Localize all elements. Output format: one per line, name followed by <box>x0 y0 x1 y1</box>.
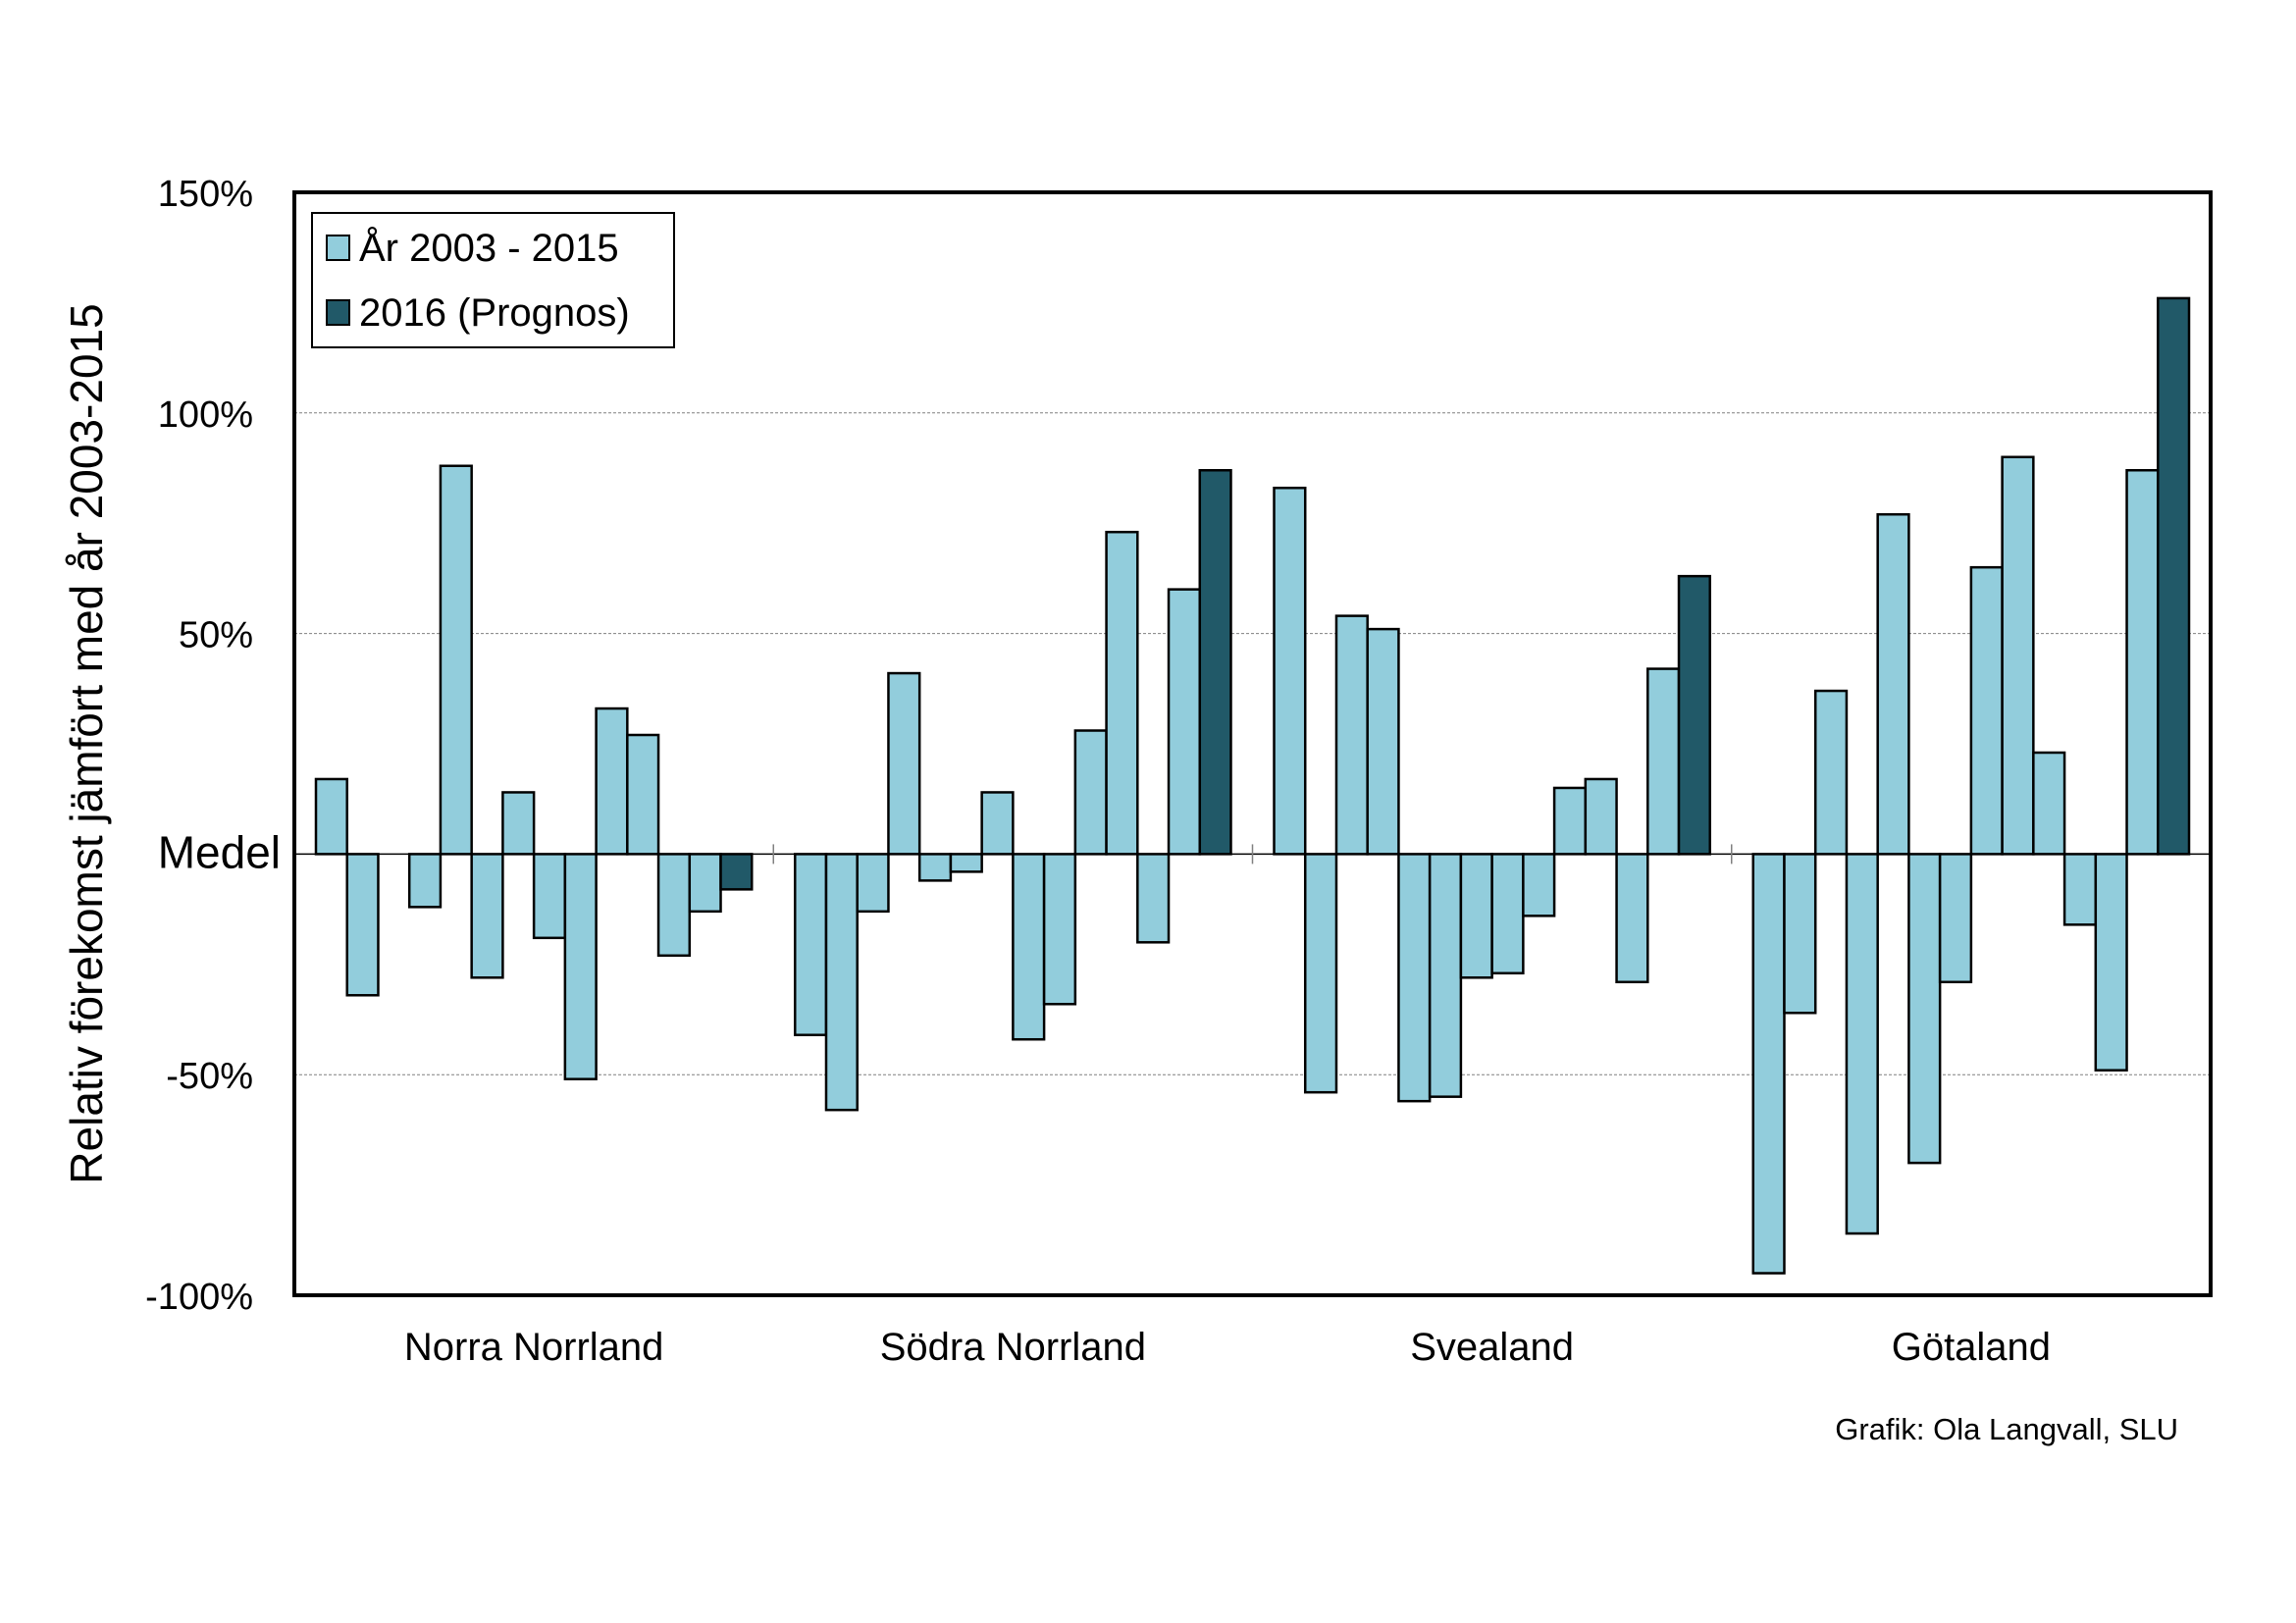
bar-historical <box>2001 455 2035 856</box>
bar-historical <box>626 733 660 856</box>
bar-historical <box>1969 565 2004 856</box>
x-category-label: Götaland <box>1892 1326 2051 1369</box>
x-category-label: Södra Norrland <box>880 1326 1146 1369</box>
bar-forecast <box>1198 468 1232 856</box>
bar-historical <box>563 853 598 1080</box>
bar-historical <box>887 671 921 856</box>
bar-historical <box>595 707 629 856</box>
legend-label-historical: År 2003 - 2015 <box>359 226 619 270</box>
bar-historical <box>1522 853 1556 917</box>
credit-text: Grafik: Ola Langvall, SLU <box>1835 1412 2178 1446</box>
bar-historical <box>2125 468 2160 856</box>
legend-label-forecast: 2016 (Prognos) <box>359 291 630 335</box>
bar-historical <box>2094 853 2128 1072</box>
bar-historical <box>2032 751 2066 856</box>
bar-historical <box>1334 614 1369 856</box>
bar-historical <box>824 853 859 1112</box>
bar-historical <box>949 853 983 873</box>
bar-historical <box>1490 853 1525 975</box>
bar-historical <box>1105 530 1139 856</box>
bar-historical <box>1938 853 1973 984</box>
bar-historical <box>1397 853 1432 1103</box>
plot-frame <box>292 190 2213 1297</box>
bar-historical <box>656 853 692 958</box>
bar-historical <box>1845 853 1879 1235</box>
bar-historical <box>688 853 722 914</box>
y-tick-label: Medel <box>158 826 281 877</box>
y-tick-label: -50% <box>166 1056 253 1097</box>
bar-historical <box>1584 777 1618 856</box>
legend-box <box>311 212 675 348</box>
bar-historical <box>1136 853 1171 944</box>
bar-historical <box>1073 729 1108 856</box>
bar-historical <box>1751 853 1786 1275</box>
legend-swatch-forecast <box>326 299 350 326</box>
bar-historical <box>1907 853 1942 1165</box>
bar-historical <box>1813 689 1849 856</box>
bar-historical <box>1783 853 1817 1015</box>
bar-historical <box>501 791 536 856</box>
bar-historical <box>1646 667 1681 856</box>
bar-historical <box>1012 853 1046 1041</box>
bar-forecast <box>2157 296 2191 856</box>
bar-historical <box>1366 627 1400 856</box>
bar-historical <box>856 853 890 914</box>
bar-historical <box>1273 486 1307 856</box>
bar-historical <box>1167 588 1202 856</box>
bar-historical <box>917 853 953 882</box>
bar-historical <box>532 853 567 940</box>
x-axis-categories: Norra Norrland Södra Norrland Svealand Göta… <box>404 1326 2051 1369</box>
bar-historical <box>1615 853 1649 984</box>
bar-forecast <box>1677 574 1711 856</box>
bar-historical <box>2062 853 2098 926</box>
bar-historical <box>1459 853 1493 979</box>
y-axis-ticks: 150% 100% 50% Medel -50% -100% <box>145 174 281 1318</box>
x-category-label: Norra Norrland <box>404 1326 664 1369</box>
y-tick-label: 50% <box>179 615 253 656</box>
bar-forecast <box>719 853 754 891</box>
legend: År 2003 - 2015 2016 (Prognos) <box>311 212 675 348</box>
y-tick-label: 100% <box>158 394 253 436</box>
x-category-label: Svealand <box>1410 1326 1574 1369</box>
bar-historical <box>980 791 1015 856</box>
bar-historical <box>345 853 380 997</box>
bar-historical <box>470 853 504 979</box>
y-tick-label: -100% <box>145 1277 253 1318</box>
bar-historical <box>314 777 348 856</box>
bars <box>314 296 2191 1275</box>
bar-historical <box>407 853 443 909</box>
bar-historical <box>1552 786 1588 856</box>
bar-historical <box>1428 853 1463 1098</box>
legend-swatch-historical <box>326 235 350 261</box>
bar-historical <box>1042 853 1077 1006</box>
y-tick-label: 150% <box>158 174 253 215</box>
bar-historical <box>439 464 473 856</box>
bar-historical <box>794 853 828 1036</box>
bar-historical <box>1303 853 1338 1094</box>
bar-historical <box>1876 512 1910 856</box>
y-axis-label: Relativ förekomst jämfört med år 2003-20… <box>61 303 112 1183</box>
